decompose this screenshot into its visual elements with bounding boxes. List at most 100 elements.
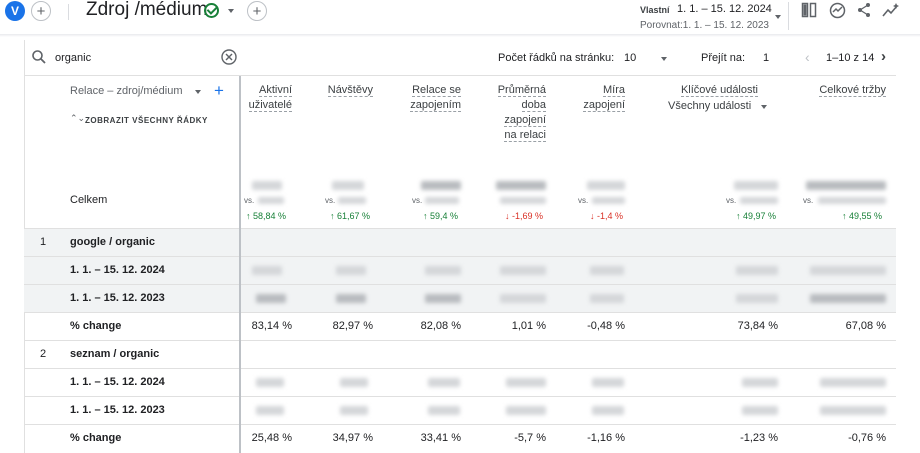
change-cell: -5,7 %: [514, 432, 546, 444]
redacted-value: [425, 266, 461, 275]
redacted-value: [256, 406, 284, 415]
expand-icon[interactable]: ⌃⌄: [70, 113, 86, 123]
page-title: Zdroj /médium: [86, 0, 208, 20]
total-change-2: ↑ 59,4 %: [423, 211, 459, 221]
change-label: % change: [70, 432, 122, 444]
change-cell: 82,97 %: [332, 320, 373, 332]
clear-search-icon[interactable]: [221, 49, 237, 65]
key-events-dropdown-icon[interactable]: [761, 105, 767, 109]
vs-label: vs.: [726, 196, 737, 205]
total-change-1: ↑ 61,67 %: [330, 211, 371, 221]
compare-range[interactable]: Porovnat:1. 1. – 15. 12. 2023: [640, 20, 769, 31]
redacted-value: [336, 266, 366, 275]
redacted-value: [425, 197, 459, 204]
row-period-previous: 1. 1. – 15. 12. 2023: [70, 292, 165, 304]
add-comparison-button[interactable]: +: [31, 1, 51, 21]
col-engaged-sessions[interactable]: Relace se zapojením: [405, 83, 461, 113]
col-active-users-line: Aktivní: [258, 84, 292, 97]
total-change-5: ↑ 49,97 %: [736, 211, 777, 221]
rows-per-page-dropdown-icon[interactable]: [661, 57, 667, 61]
divider: [68, 4, 69, 20]
table-row: [24, 368, 896, 396]
check-circle-icon: [204, 3, 219, 18]
date-range-type: Vlastní: [640, 5, 670, 15]
total-change-value: 58,84 %: [253, 211, 287, 221]
show-all-rows-button[interactable]: ZOBRAZIT VŠECHNY ŘÁDKY: [85, 116, 208, 125]
redacted-value: [256, 378, 284, 387]
redacted-value: [252, 181, 282, 190]
table-row-change: [24, 312, 896, 340]
redacted-value: [506, 378, 546, 387]
redacted-value: [587, 181, 625, 190]
col-total-revenue-line: Celkové tržby: [819, 84, 886, 97]
table-row-change: [24, 424, 896, 453]
redacted-value: [818, 197, 886, 204]
previous-page-icon[interactable]: ‹: [805, 49, 810, 65]
redacted-value: [592, 197, 625, 204]
key-events-filter[interactable]: Všechny události: [668, 100, 752, 112]
redacted-value: [425, 294, 461, 303]
divider: [788, 2, 789, 30]
redacted-value: [806, 181, 886, 190]
col-visits[interactable]: Návštěvy: [318, 83, 373, 98]
col-engagement-rate-line: zapojení: [583, 99, 625, 112]
avatar[interactable]: V: [5, 1, 25, 21]
change-cell: -0,48 %: [587, 320, 625, 332]
redacted-value: [256, 294, 286, 303]
change-cell: -1,16 %: [587, 432, 625, 444]
vs-label: vs.: [578, 196, 589, 205]
insights-icon[interactable]: [829, 2, 846, 19]
change-cell: 34,97 %: [332, 432, 373, 444]
total-change-value: 61,67 %: [337, 211, 371, 221]
date-range[interactable]: 1. 1. – 15. 12. 2024: [677, 3, 772, 15]
redacted-value: [506, 406, 546, 415]
total-change-3: ↓ -1,69 %: [505, 211, 544, 221]
date-dropdown-icon[interactable]: [775, 15, 781, 19]
totals-label: Celkem: [70, 194, 108, 206]
redacted-value: [592, 406, 624, 415]
col-active-users[interactable]: Aktivní uživatelé: [240, 83, 292, 113]
total-change-0: ↑ 58,84 %: [246, 211, 287, 221]
change-cell: 33,41 %: [420, 432, 461, 444]
chevron-down-icon[interactable]: [228, 9, 234, 13]
redacted-value: [810, 294, 886, 303]
goto-page-input[interactable]: 1: [763, 52, 770, 64]
vs-label: vs.: [244, 196, 255, 205]
change-cell: 73,84 %: [737, 320, 778, 332]
table-row-group[interactable]: [24, 340, 896, 368]
change-label: % change: [70, 320, 122, 332]
col-visits-line: Návštěvy: [327, 84, 373, 97]
redacted-value: [820, 406, 886, 415]
dimension-selector[interactable]: Relace – zdroj/médium: [70, 85, 183, 97]
dimension-dropdown-icon[interactable]: [195, 90, 201, 94]
search-input[interactable]: organic: [55, 52, 92, 64]
total-change-6: ↑ 49,55 %: [842, 211, 883, 221]
header-divider: [0, 34, 920, 37]
rows-per-page-select[interactable]: 10: [624, 52, 637, 64]
trend-sparkle-icon[interactable]: [882, 2, 900, 18]
redacted-value: [742, 406, 778, 415]
next-page-icon[interactable]: ›: [881, 48, 886, 65]
redacted-value: [258, 197, 284, 204]
dimension-column-divider[interactable]: [239, 76, 241, 453]
redacted-value: [590, 266, 624, 275]
table-row-group[interactable]: [24, 228, 896, 256]
add-filter-button[interactable]: +: [247, 1, 267, 21]
add-dimension-button[interactable]: +: [214, 81, 224, 100]
redacted-value: [500, 266, 546, 275]
col-avg-engagement-line: doba: [521, 99, 546, 112]
redacted-value: [496, 181, 546, 190]
compare-icon[interactable]: [801, 2, 817, 18]
col-engagement-rate[interactable]: Míra zapojení: [573, 83, 625, 113]
row-period-previous: 1. 1. – 15. 12. 2023: [70, 404, 165, 416]
row-period-current: 1. 1. – 15. 12. 2024: [70, 376, 165, 388]
share-icon[interactable]: [856, 2, 872, 18]
change-cell: 83,14 %: [251, 320, 292, 332]
col-avg-engagement-time[interactable]: Průměrná doba zapojení na relaci: [492, 83, 546, 143]
col-avg-engagement-line: zapojení: [504, 114, 546, 127]
col-total-revenue[interactable]: Celkové tržby: [810, 83, 886, 98]
total-change-value: 59,4 %: [430, 211, 459, 221]
redacted-value: [332, 181, 364, 190]
col-key-events[interactable]: Klíčové události: [660, 83, 758, 98]
redacted-value: [742, 378, 778, 387]
